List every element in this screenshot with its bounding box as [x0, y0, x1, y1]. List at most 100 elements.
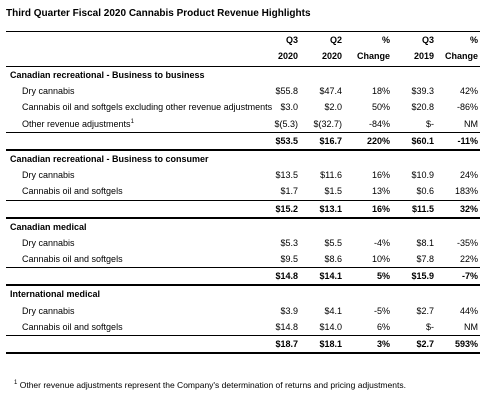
section: Canadian recreational - Business to busi…	[6, 67, 480, 151]
header-row: Q3 2020 Q2 2020 % Change Q3 2019 % Change	[6, 32, 480, 67]
total-q3-2019: $2.7	[416, 339, 434, 349]
cell-q3-2019: $2.7	[416, 305, 434, 316]
total-q2-2020: $18.1	[319, 339, 342, 349]
section-title: Canadian recreational - Business to busi…	[10, 70, 205, 80]
total-q3-2019: $15.9	[411, 271, 434, 282]
col-header-q2-2020: Q2 2020	[321, 35, 342, 61]
section: International medical Dry cannabis $3.9 $4.…	[6, 286, 480, 355]
row-label-text: Dry cannabis	[22, 170, 75, 181]
total-row: $14.8 $14.1 5% $15.9 -7%	[6, 267, 480, 286]
cell-q3-2019: $0.6	[416, 186, 434, 197]
table-row: Dry cannabis $5.3 $5.5 -4% $8.1 -35%	[6, 235, 480, 251]
cell-change-qoq: 18%	[371, 86, 390, 97]
section-title-row: International medical	[6, 286, 480, 302]
cell-q3-2019: $20.8	[411, 102, 434, 113]
row-label: Cannabis oil and softgels	[22, 319, 123, 335]
row-label-text: Dry cannabis	[22, 305, 75, 316]
row-label: Dry cannabis	[22, 303, 75, 319]
total-row: $53.5 $16.7 220% $60.1 -11%	[6, 131, 480, 150]
cell-q3-2020: $13.5	[275, 170, 298, 181]
total-q3-2019: $11.5	[411, 203, 434, 214]
table-row: Dry cannabis $13.5 $11.6 16% $10.9 24%	[6, 167, 480, 183]
col-header-q3-2019: Q3 2019	[413, 35, 434, 61]
cell-change-qoq: -84%	[368, 118, 390, 129]
row-label: Cannabis oil and softgels	[22, 251, 123, 267]
cell-q3-2019: $-	[425, 321, 434, 332]
col-header-q3-2020: Q3 2020	[277, 35, 298, 61]
cell-q2-2020: $8.6	[324, 254, 342, 265]
section-title: Canadian recreational - Business to cons…	[10, 153, 209, 164]
cell-change-qoq: 16%	[371, 170, 390, 181]
footnote-reference: 1	[130, 118, 134, 125]
revenue-table: Q3 2020 Q2 2020 % Change Q3 2019 % Change Can…	[6, 31, 480, 355]
cell-q3-2020: $3.9	[280, 305, 298, 316]
cell-q3-2020: $1.7	[280, 186, 298, 197]
cell-q3-2020: $9.5	[280, 254, 298, 265]
cell-q3-2019: $39.3	[411, 86, 434, 97]
cell-change-yoy: 44%	[459, 305, 478, 316]
section-title-row: Canadian recreational - Business to busi…	[6, 67, 480, 83]
table-title: Third Quarter Fiscal 2020 Cannabis Produ…	[6, 8, 311, 19]
row-label: Dry cannabis	[22, 167, 75, 183]
cell-change-yoy: 42%	[459, 86, 478, 97]
cell-q3-2020: $5.3	[280, 237, 298, 248]
cell-q3-2020: $14.8	[275, 321, 298, 332]
table-row: Dry cannabis $55.8 $47.4 18% $39.3 42%	[6, 83, 480, 99]
total-change-qoq: 3%	[376, 339, 390, 349]
cell-q3-2020: $(5.3)	[274, 118, 298, 129]
table-row: Cannabis oil and softgels $9.5 $8.6 10% $7.8…	[6, 251, 480, 267]
total-q3-2020: $18.7	[275, 339, 298, 349]
section-title: Canadian medical	[10, 221, 87, 232]
cell-change-yoy: 183%	[454, 186, 478, 197]
footnote-text: Other revenue adjustments represent the …	[19, 380, 406, 390]
total-change-yoy: -11%	[457, 135, 478, 146]
row-label-text: Dry cannabis	[22, 86, 75, 97]
total-q2-2020: $16.7	[319, 135, 342, 146]
total-q3-2020: $53.5	[275, 135, 298, 146]
row-label-text: Cannabis oil and softgels	[22, 186, 123, 197]
row-label: Dry cannabis	[22, 83, 75, 99]
total-q3-2019: $60.1	[411, 135, 434, 146]
cell-change-yoy: 24%	[459, 170, 478, 181]
cell-change-yoy: 22%	[459, 254, 478, 265]
cell-change-yoy: -35%	[456, 237, 478, 248]
total-change-yoy: 593%	[454, 339, 478, 349]
cell-change-yoy: NM	[464, 321, 478, 332]
total-change-yoy: -7%	[461, 271, 478, 282]
cell-q3-2020: $55.8	[275, 86, 298, 97]
cell-change-yoy: -86%	[456, 102, 478, 113]
total-q3-2020: $14.8	[275, 271, 298, 282]
row-label-text: Dry cannabis	[22, 237, 75, 248]
total-change-qoq: 220%	[366, 135, 390, 146]
table-row: Other revenue adjustments1 $(5.3) $(32.7) -…	[6, 116, 480, 132]
cell-q2-2020: $2.0	[324, 102, 342, 113]
section-title: International medical	[10, 289, 101, 300]
row-label: Cannabis oil and softgels excluding othe…	[22, 99, 272, 115]
row-label-text: Cannabis oil and softgels	[22, 254, 123, 265]
table-row: Cannabis oil and softgels $1.7 $1.5 13% $0.6…	[6, 183, 480, 199]
cell-q2-2020: $4.1	[324, 305, 342, 316]
cell-q2-2020: $14.0	[319, 321, 342, 332]
footnote: 1 Other revenue adjustments represent th…	[14, 380, 406, 390]
cell-change-qoq: 13%	[371, 186, 390, 197]
cell-q2-2020: $1.5	[324, 186, 342, 197]
col-header-change-qoq: % Change	[356, 35, 390, 61]
cell-change-yoy: NM	[464, 118, 478, 129]
cell-change-qoq: 6%	[376, 321, 390, 332]
cell-change-qoq: 50%	[371, 102, 390, 113]
total-change-yoy: 32%	[459, 203, 478, 214]
cell-change-qoq: 10%	[371, 254, 390, 265]
cell-change-qoq: -4%	[373, 237, 390, 248]
cell-q3-2019: $-	[425, 118, 434, 129]
cell-q2-2020: $11.6	[320, 170, 342, 181]
row-label: Dry cannabis	[22, 235, 75, 251]
cell-q3-2019: $7.8	[416, 254, 434, 265]
cell-change-qoq: -5%	[373, 305, 390, 316]
total-row: $15.2 $13.1 16% $11.5 32%	[6, 199, 480, 218]
cell-q3-2019: $10.9	[411, 170, 434, 181]
section-title-row: Canadian recreational - Business to cons…	[6, 151, 480, 167]
row-label: Other revenue adjustments1	[22, 116, 134, 132]
cell-q2-2020: $(32.7)	[313, 118, 342, 129]
total-row: $18.7 $18.1 3% $2.7 593%	[6, 335, 480, 354]
sections: Canadian recreational - Business to busi…	[6, 67, 480, 355]
